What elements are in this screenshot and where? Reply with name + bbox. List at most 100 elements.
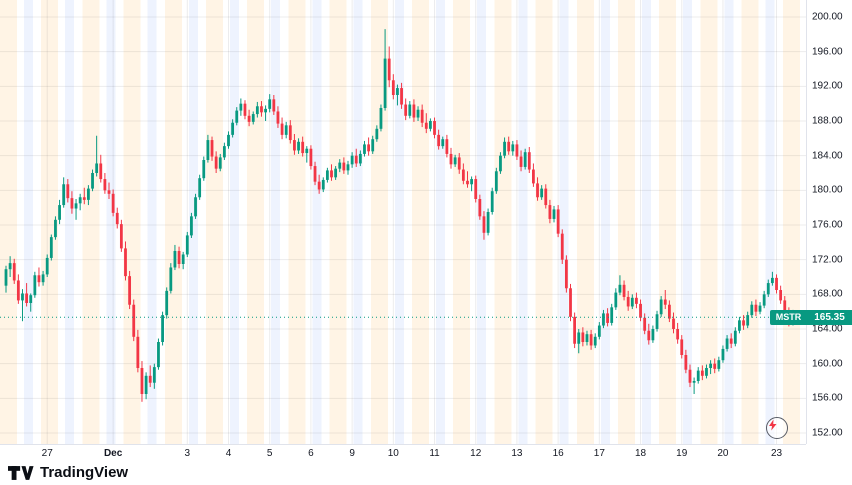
price-tick-label: 192.00	[812, 80, 843, 92]
candle-body	[78, 197, 82, 204]
candle-body	[251, 114, 255, 122]
candle-body	[177, 251, 181, 264]
time-tick-label: 18	[634, 448, 647, 459]
candle-body	[437, 134, 441, 147]
candle-body	[564, 259, 568, 289]
candle-body	[144, 375, 148, 394]
candle-body	[733, 330, 737, 344]
candle-body	[198, 178, 202, 198]
price-tick-label: 172.00	[812, 254, 843, 266]
candle-body	[585, 334, 589, 342]
candle-body	[511, 144, 515, 152]
candle-body	[478, 199, 482, 217]
candle-body	[639, 303, 642, 318]
time-tick-label: 16	[552, 448, 564, 459]
candle-body	[140, 368, 144, 394]
candle-body	[222, 146, 226, 158]
candle-body	[429, 121, 432, 129]
candle-body	[375, 128, 379, 140]
candle-body	[515, 144, 519, 157]
candle-body	[169, 267, 173, 291]
price-tick-label: 176.00	[812, 219, 843, 231]
candle-body	[363, 144, 366, 154]
tradingview-logo[interactable]: TradingView	[8, 463, 128, 485]
candle-body	[540, 188, 544, 198]
candle-body	[243, 103, 247, 116]
candle-body	[655, 314, 659, 329]
candle-body	[214, 156, 218, 169]
candle-body	[597, 325, 601, 337]
candle-body	[115, 212, 119, 225]
candle-body	[62, 184, 66, 206]
candle-body	[602, 313, 605, 326]
candle-body	[709, 363, 712, 368]
candle-body	[713, 363, 717, 369]
candle-body	[95, 163, 99, 173]
candle-body	[552, 209, 556, 219]
time-tick-label: 19	[676, 448, 688, 459]
price-axis[interactable]: 165.35 200.00 196.00 192.00 188.00 184.00 180…	[806, 0, 852, 444]
last-price-badge: 165.35	[807, 309, 852, 325]
instant-trading-button[interactable]	[766, 417, 788, 439]
candle-body	[342, 162, 346, 171]
candle-body	[750, 304, 754, 316]
time-tick-label: 6	[308, 448, 314, 459]
candle-body	[33, 275, 37, 296]
price-tick-label: 156.00	[812, 392, 843, 404]
candle-body	[618, 284, 622, 293]
candle-body	[185, 235, 189, 255]
candle-body	[404, 104, 408, 116]
time-tick-label: 23	[770, 448, 783, 459]
candle-body	[330, 170, 333, 178]
candle-body	[190, 216, 193, 236]
candle-body	[779, 290, 783, 301]
price-tick-label: 184.00	[812, 150, 843, 162]
candle-body	[70, 198, 74, 209]
candle-body	[643, 317, 647, 331]
candle-body	[519, 156, 523, 167]
candle-body	[672, 318, 675, 329]
candle-body	[573, 316, 577, 344]
candle-body	[74, 203, 78, 209]
candle-body	[614, 292, 618, 308]
candle-body	[499, 155, 502, 172]
candle-body	[433, 121, 436, 135]
time-tick-label: 12	[470, 448, 482, 459]
candle-body	[758, 305, 762, 312]
candle-body	[152, 367, 156, 383]
candle-body	[651, 329, 655, 341]
price-tick-label: 180.00	[812, 184, 843, 196]
candle-body	[754, 304, 758, 312]
time-tick-label: 20	[717, 448, 729, 459]
candle-body	[692, 381, 696, 383]
candle-body	[227, 134, 230, 147]
candle-body	[647, 330, 651, 341]
time-tick-label: 13	[511, 448, 523, 459]
candle-body	[684, 355, 688, 370]
candle-body	[544, 188, 548, 206]
candle-body	[231, 122, 235, 135]
candle-body	[696, 370, 700, 381]
chart-pane[interactable]	[0, 0, 806, 444]
candle-body	[494, 171, 498, 192]
candle-body	[8, 263, 12, 270]
time-tick-label: 4	[225, 448, 232, 459]
time-tick-label: 10	[387, 448, 399, 459]
candle-body	[635, 297, 638, 304]
candle-body	[165, 290, 169, 316]
candle-body	[264, 108, 267, 113]
candle-body	[371, 139, 375, 152]
candle-body	[379, 108, 383, 129]
candle-body	[721, 348, 725, 361]
candle-body	[717, 360, 721, 369]
candle-body	[532, 169, 535, 184]
candle-body	[280, 123, 284, 135]
candle-body	[387, 58, 391, 81]
candle-body	[148, 375, 152, 383]
candle-body	[412, 104, 416, 118]
candle-body	[272, 99, 276, 112]
time-axis[interactable]: 27 Dec 3 4 5 6 9 10 11 12 13 16 17 18 19 20 23	[0, 444, 806, 465]
candle-body	[453, 157, 457, 165]
candle-body	[293, 140, 296, 151]
candle-body	[309, 148, 313, 167]
